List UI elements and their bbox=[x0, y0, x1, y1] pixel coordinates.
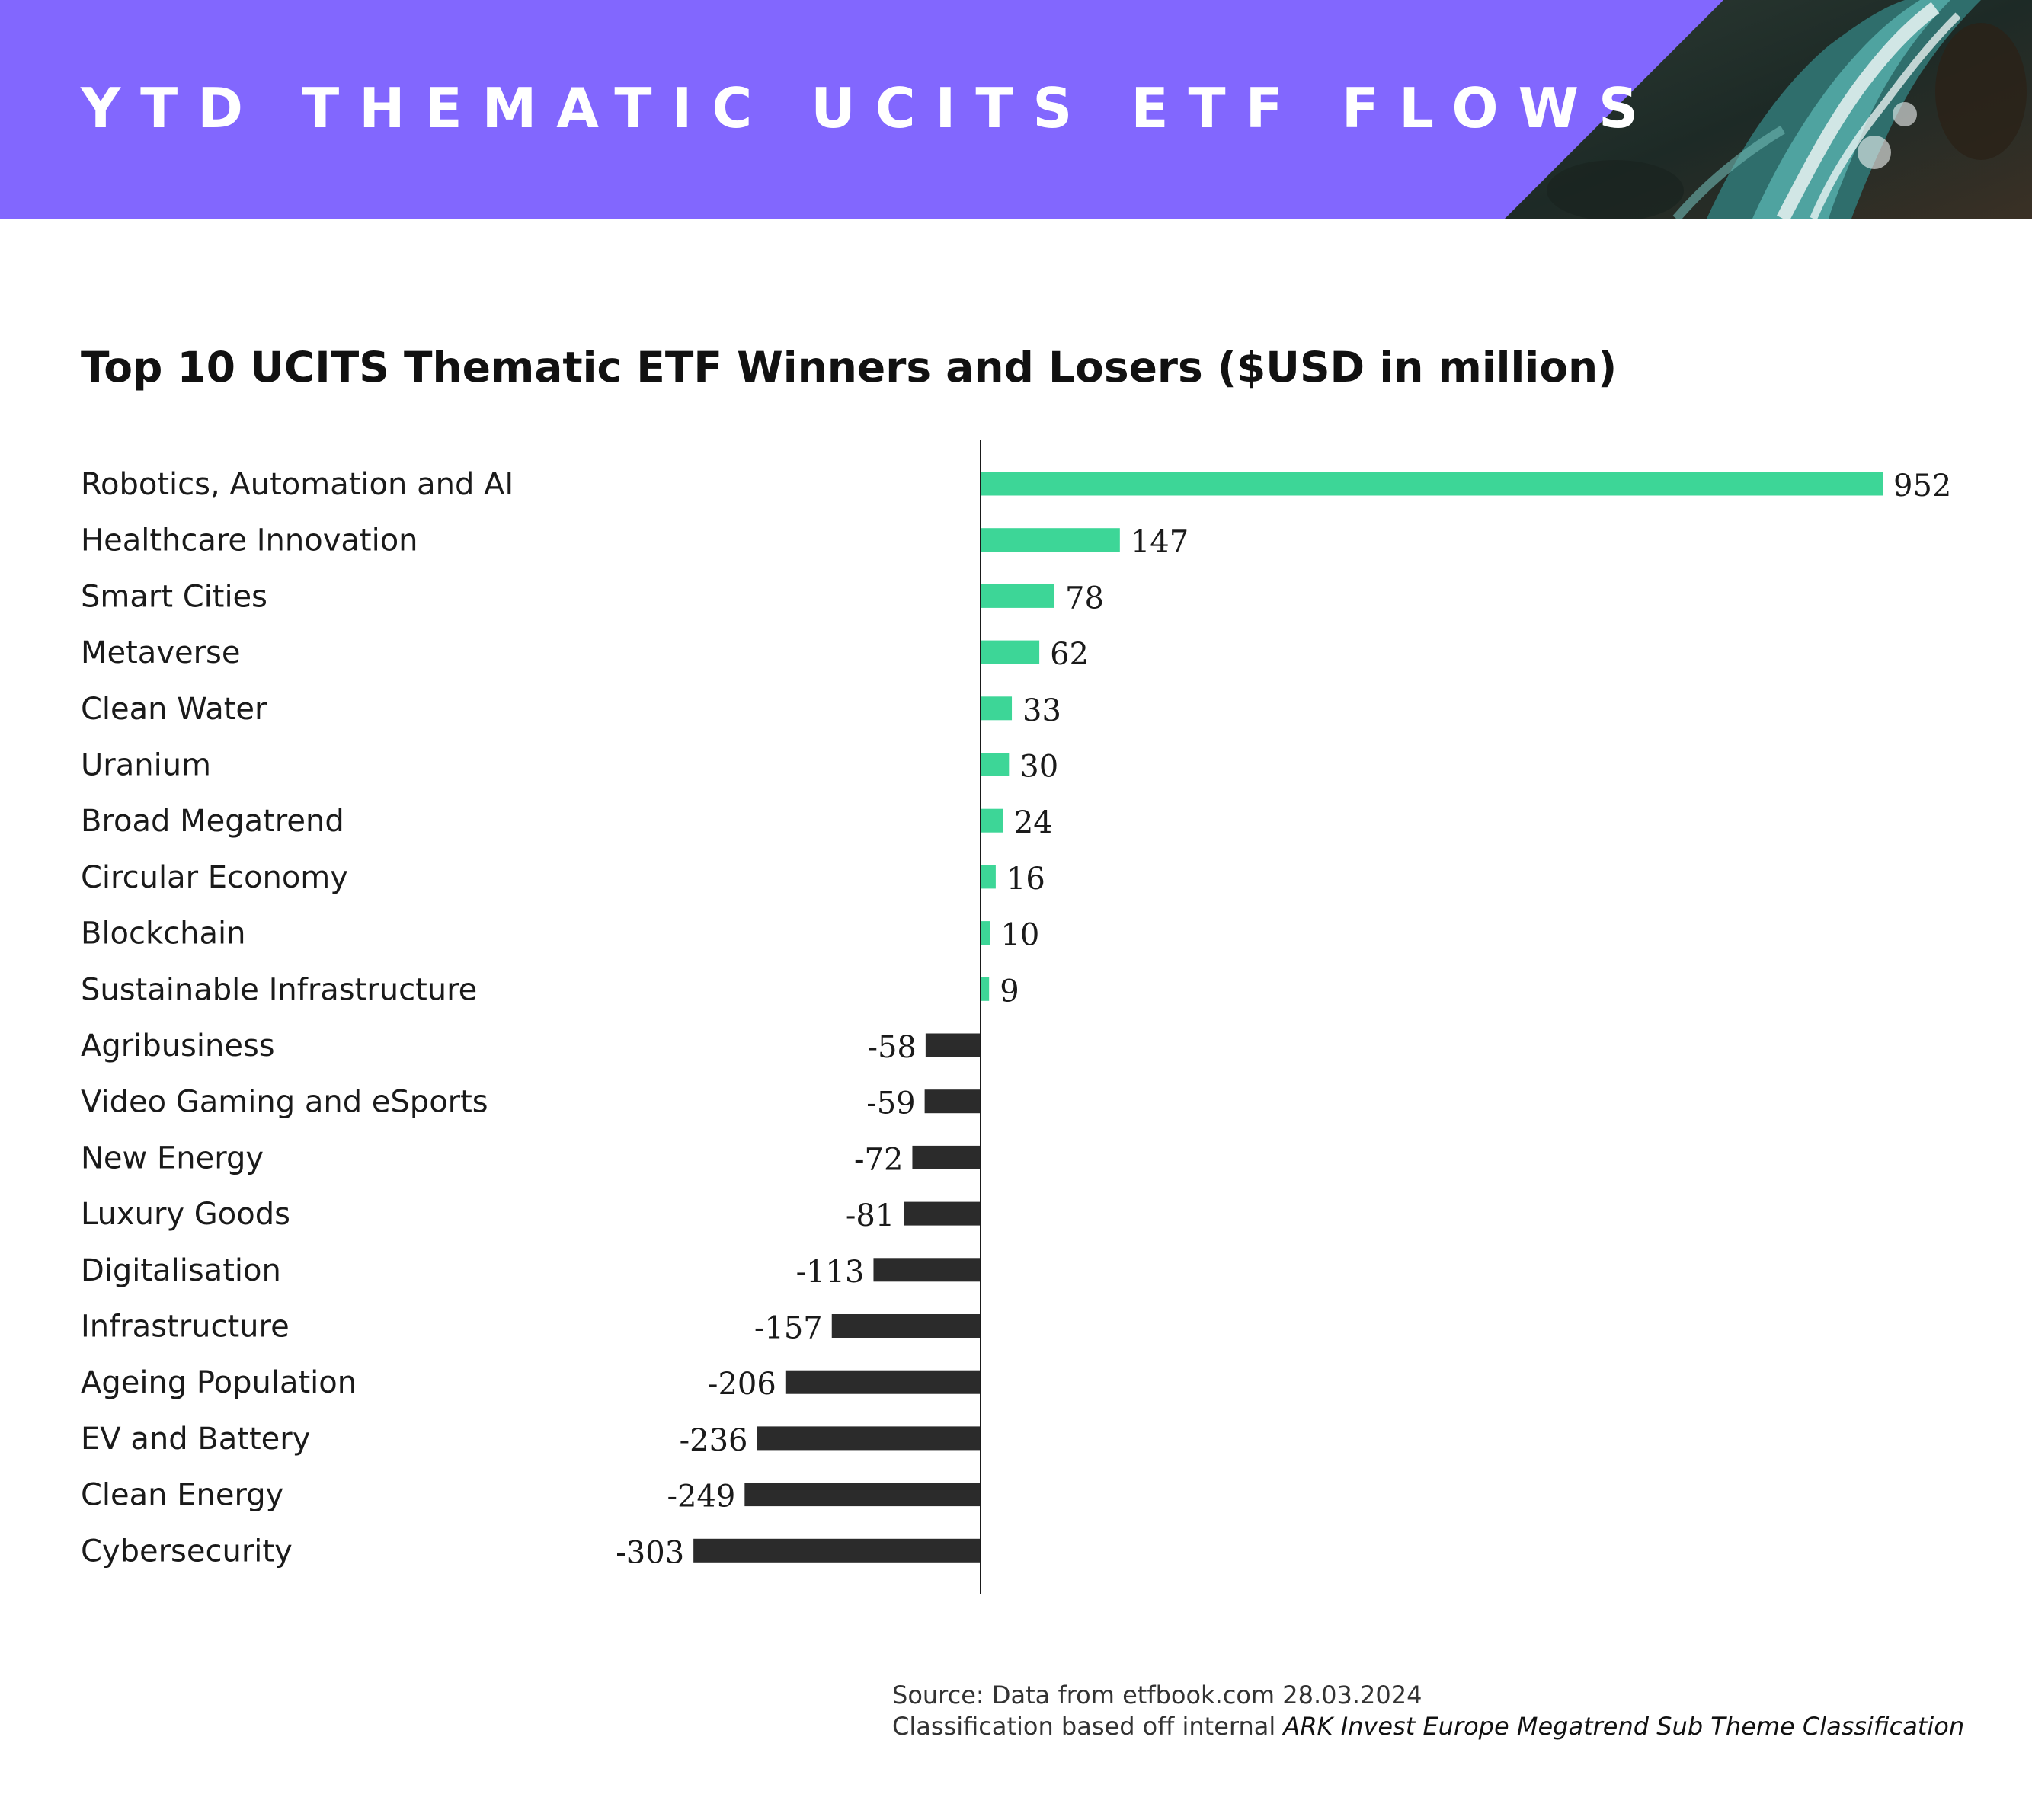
bar-circular-economy bbox=[981, 865, 996, 889]
footer-note: Source: Data from etfbook.com 28.03.2024… bbox=[892, 1680, 1964, 1742]
banner-title: YTD THEMATIC UCITS ETF FLOWS bbox=[81, 76, 1658, 140]
bar-healthcare-innovation bbox=[981, 528, 1120, 552]
value-label-sustainable-infrastructure: 9 bbox=[1000, 974, 1019, 1009]
category-label-metaverse: Metaverse bbox=[81, 635, 241, 670]
category-label-circular-economy: Circular Economy bbox=[81, 860, 348, 895]
bar-ev-and-battery bbox=[757, 1426, 981, 1451]
bar-metaverse bbox=[981, 640, 1040, 664]
bar-infrastructure bbox=[831, 1314, 981, 1338]
category-label-cybersecurity: Cybersecurity bbox=[81, 1534, 293, 1569]
bars: Robotics, Automation and AI 952 Healthcare… bbox=[81, 467, 1951, 1570]
bar-luxury-goods bbox=[904, 1201, 981, 1226]
chart-title: Top 10 UCITS Thematic ETF Winners and Lo… bbox=[81, 343, 1618, 392]
category-label-new-energy: New Energy bbox=[81, 1140, 264, 1175]
bar-new-energy bbox=[912, 1145, 981, 1169]
bar-uranium bbox=[981, 753, 1010, 776]
value-label-healthcare-innovation: 147 bbox=[1131, 525, 1189, 560]
value-label-luxury-goods: -81 bbox=[846, 1198, 894, 1233]
category-label-broad-megatrend: Broad Megatrend bbox=[81, 804, 344, 839]
category-label-digitalisation: Digitalisation bbox=[81, 1253, 281, 1288]
value-label-blockchain: 10 bbox=[1000, 918, 1039, 953]
value-label-ev-and-battery: -236 bbox=[680, 1423, 748, 1458]
bar-agribusiness bbox=[925, 1033, 981, 1057]
category-label-clean-water: Clean Water bbox=[81, 692, 267, 727]
value-label-video-gaming-and-esports: -59 bbox=[866, 1086, 915, 1121]
category-label-video-gaming-and-esports: Video Gaming and eSports bbox=[81, 1085, 488, 1120]
value-label-smart-cities: 78 bbox=[1065, 581, 1104, 616]
source-note: Source: Data from etfbook.com 28.03.2024 bbox=[892, 1681, 1422, 1710]
bar-robotics-automation-and-ai bbox=[981, 472, 1883, 496]
value-label-agribusiness: -58 bbox=[867, 1030, 916, 1065]
category-label-sustainable-infrastructure: Sustainable Infrastructure bbox=[81, 972, 477, 1007]
value-label-ageing-population: -206 bbox=[708, 1367, 776, 1402]
category-label-uranium: Uranium bbox=[81, 748, 211, 783]
classification-name: ARK Invest Europe Megatrend Sub Theme Cl… bbox=[1283, 1712, 1965, 1741]
classification-note: Classification based off internal ARK In… bbox=[892, 1711, 1964, 1742]
category-label-agribusiness: Agribusiness bbox=[81, 1028, 275, 1064]
category-label-blockchain: Blockchain bbox=[81, 916, 246, 952]
category-label-clean-energy: Clean Energy bbox=[81, 1478, 283, 1513]
category-label-ev-and-battery: EV and Battery bbox=[81, 1422, 310, 1457]
bar-cybersecurity bbox=[693, 1538, 981, 1563]
river-waterfall-photo-icon bbox=[1505, 0, 2032, 219]
category-label-ageing-population: Ageing Population bbox=[81, 1365, 357, 1400]
bar-blockchain bbox=[981, 921, 990, 945]
category-label-smart-cities: Smart Cities bbox=[81, 579, 267, 614]
bar-digitalisation bbox=[873, 1258, 981, 1282]
bar-video-gaming-and-esports bbox=[924, 1089, 981, 1114]
category-label-healthcare-innovation: Healthcare Innovation bbox=[81, 523, 418, 558]
category-label-robotics-automation-and-ai: Robotics, Automation and AI bbox=[81, 467, 514, 502]
bar-smart-cities bbox=[981, 584, 1055, 608]
value-label-clean-water: 33 bbox=[1022, 693, 1061, 728]
value-label-circular-economy: 16 bbox=[1006, 862, 1045, 897]
header-banner: YTD THEMATIC UCITS ETF FLOWS bbox=[0, 0, 2032, 219]
value-label-infrastructure: -157 bbox=[754, 1311, 823, 1346]
value-label-metaverse: 62 bbox=[1050, 637, 1089, 672]
value-label-uranium: 30 bbox=[1019, 750, 1058, 785]
value-label-new-energy: -72 bbox=[854, 1142, 903, 1177]
bar-clean-energy bbox=[744, 1483, 981, 1507]
value-label-clean-energy: -249 bbox=[667, 1479, 735, 1515]
bar-ageing-population bbox=[785, 1370, 981, 1394]
bar-broad-megatrend bbox=[981, 808, 1003, 833]
value-label-broad-megatrend: 24 bbox=[1014, 805, 1053, 840]
value-label-digitalisation: -113 bbox=[796, 1255, 865, 1290]
bar-clean-water bbox=[981, 696, 1013, 721]
classification-prefix: Classification based off internal bbox=[892, 1712, 1276, 1741]
category-label-infrastructure: Infrastructure bbox=[81, 1310, 290, 1345]
bar-chart: Robotics, Automation and AI 952 Healthcare… bbox=[81, 440, 1951, 1594]
category-label-luxury-goods: Luxury Goods bbox=[81, 1197, 290, 1232]
bar-sustainable-infrastructure bbox=[981, 977, 990, 1001]
value-label-robotics-automation-and-ai: 952 bbox=[1893, 469, 1951, 504]
value-label-cybersecurity: -303 bbox=[616, 1535, 684, 1570]
